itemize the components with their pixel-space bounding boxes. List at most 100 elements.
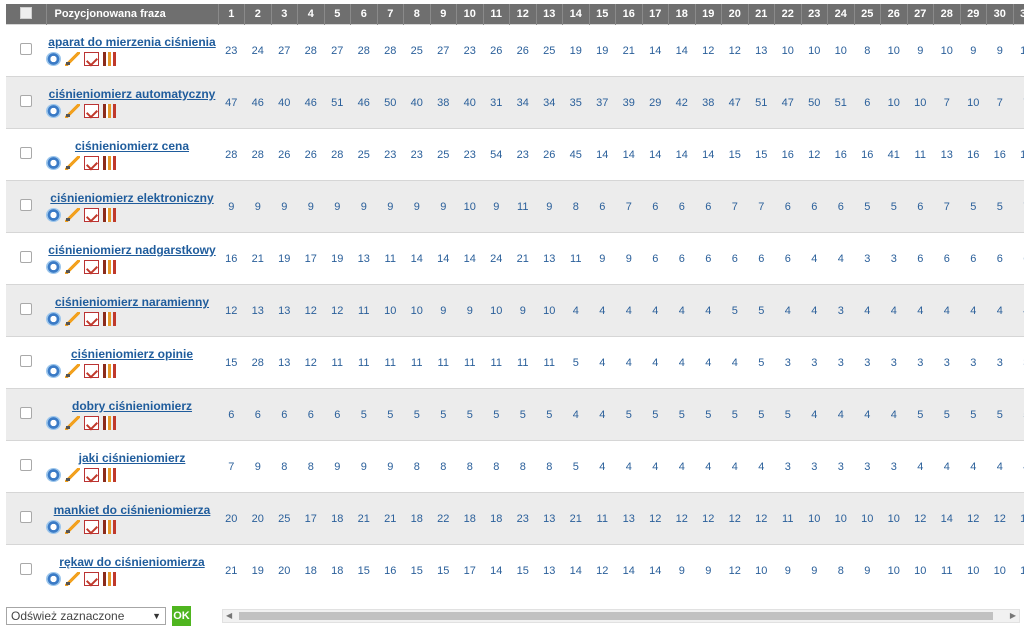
day-column-header[interactable]: 8 [403,4,431,25]
row-checkbox[interactable] [20,95,32,107]
notes-icon[interactable] [84,416,99,430]
day-column-header[interactable]: 17 [642,4,669,25]
chart-icon[interactable] [103,468,118,482]
edit-icon[interactable] [65,104,80,118]
day-column-header[interactable]: 9 [430,4,457,25]
chart-icon[interactable] [103,520,118,534]
chart-icon[interactable] [103,416,118,430]
refresh-icon[interactable] [46,416,61,430]
chart-icon[interactable] [103,156,118,170]
notes-icon[interactable] [84,208,99,222]
day-column-header[interactable]: 24 [827,4,855,25]
chart-icon[interactable] [103,208,118,222]
row-checkbox[interactable] [20,303,32,315]
scroll-left-icon[interactable]: ◀ [226,611,233,620]
select-all-checkbox[interactable] [19,6,32,19]
day-column-header[interactable]: 2 [244,4,272,25]
edit-icon[interactable] [65,364,80,378]
scroll-right-icon[interactable]: ▶ [1009,611,1016,620]
day-column-header[interactable]: 26 [880,4,908,25]
chart-icon[interactable] [103,364,118,378]
refresh-icon[interactable] [46,104,61,118]
phrase-link[interactable]: ciśnieniomierz opinie [70,347,194,361]
row-checkbox[interactable] [20,43,32,55]
day-column-header[interactable]: 14 [562,4,590,25]
day-column-header[interactable]: 31 [1013,4,1024,25]
ok-button[interactable]: OK [172,606,191,626]
row-checkbox[interactable] [20,563,32,575]
day-column-header[interactable]: 10 [456,4,484,25]
scrollbar-thumb[interactable] [239,612,993,620]
day-column-header[interactable]: 12 [509,4,537,25]
day-column-header[interactable]: 20 [721,4,749,25]
phrase-link[interactable]: mankiet do ciśnieniomierza [53,503,211,517]
day-column-header[interactable]: 11 [483,4,510,25]
day-column-header[interactable]: 30 [986,4,1014,25]
refresh-icon[interactable] [46,156,61,170]
day-column-header[interactable]: 27 [907,4,934,25]
phrase-link[interactable]: ciśnieniomierz automatyczny [48,87,216,101]
day-column-header[interactable]: 5 [324,4,351,25]
refresh-icon[interactable] [46,468,61,482]
phrase-link[interactable]: ciśnieniomierz cena [74,139,190,153]
notes-icon[interactable] [84,104,99,118]
bulk-action-select[interactable]: Odśwież zaznaczone ▼ [6,607,166,625]
notes-icon[interactable] [84,468,99,482]
edit-icon[interactable] [65,416,80,430]
row-checkbox[interactable] [20,199,32,211]
day-column-header[interactable]: 28 [933,4,961,25]
day-column-header[interactable]: 13 [536,4,563,25]
row-checkbox[interactable] [20,459,32,471]
day-column-header[interactable]: 19 [695,4,722,25]
day-column-header[interactable]: 4 [297,4,325,25]
day-column-header[interactable]: 16 [615,4,643,25]
chart-icon[interactable] [103,104,118,118]
day-column-header[interactable]: 1 [218,4,245,25]
notes-icon[interactable] [84,52,99,66]
notes-icon[interactable] [84,260,99,274]
phrase-link[interactable]: ciśnieniomierz elektroniczny [50,191,214,205]
phrase-link[interactable]: jaki ciśnieniomierz [78,451,186,465]
day-column-header[interactable]: 7 [377,4,404,25]
day-column-header[interactable]: 22 [774,4,802,25]
refresh-icon[interactable] [46,312,61,326]
row-checkbox[interactable] [20,355,32,367]
refresh-icon[interactable] [46,572,61,586]
edit-icon[interactable] [65,52,80,66]
refresh-icon[interactable] [46,260,61,274]
edit-icon[interactable] [65,520,80,534]
chart-icon[interactable] [103,572,118,586]
notes-icon[interactable] [84,520,99,534]
refresh-icon[interactable] [46,364,61,378]
phrase-link[interactable]: dobry ciśnieniomierz [71,399,193,413]
notes-icon[interactable] [84,364,99,378]
edit-icon[interactable] [65,260,80,274]
day-column-header[interactable]: 29 [960,4,987,25]
edit-icon[interactable] [65,572,80,586]
phrase-link[interactable]: aparat do mierzenia ciśnienia [48,35,216,49]
day-column-header[interactable]: 23 [801,4,828,25]
phrase-column-header[interactable]: Pozycjonowana fraza [46,4,219,25]
day-column-header[interactable]: 3 [271,4,298,25]
day-column-header[interactable]: 25 [854,4,881,25]
notes-icon[interactable] [84,312,99,326]
notes-icon[interactable] [84,156,99,170]
chart-icon[interactable] [103,260,118,274]
phrase-link[interactable]: rękaw do ciśnieniomierza [59,555,205,569]
row-checkbox[interactable] [20,407,32,419]
select-all-header[interactable] [6,4,47,25]
phrase-link[interactable]: ciśnieniomierz naramienny [54,295,210,309]
day-column-header[interactable]: 21 [748,4,775,25]
row-checkbox[interactable] [20,251,32,263]
edit-icon[interactable] [65,208,80,222]
row-checkbox[interactable] [20,147,32,159]
edit-icon[interactable] [65,468,80,482]
notes-icon[interactable] [84,572,99,586]
refresh-icon[interactable] [46,52,61,66]
horizontal-scrollbar[interactable]: ◀ ▶ [222,609,1020,623]
refresh-icon[interactable] [46,520,61,534]
row-checkbox[interactable] [20,511,32,523]
day-column-header[interactable]: 15 [589,4,616,25]
chart-icon[interactable] [103,52,118,66]
edit-icon[interactable] [65,156,80,170]
